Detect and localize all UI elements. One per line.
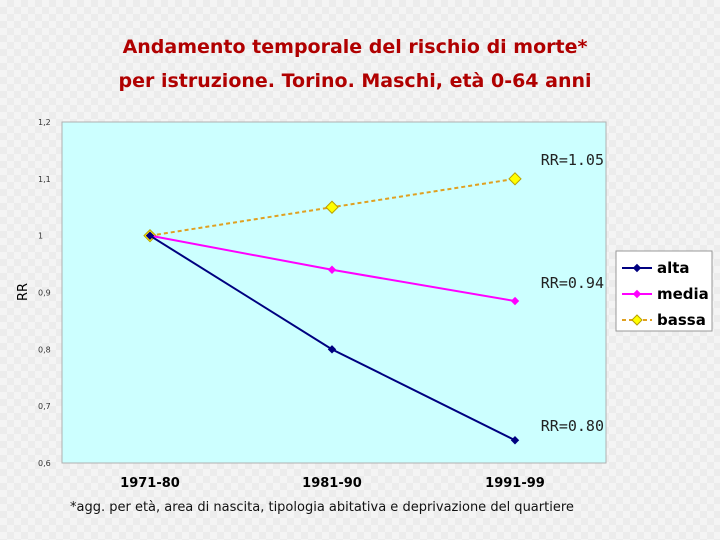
data-point-alta	[510, 436, 520, 445]
y-tick-label: 1,2	[38, 118, 51, 127]
series-layer	[143, 172, 522, 445]
y-tick-label: 0,6	[38, 459, 51, 468]
x-tick-label: 1971-80	[120, 476, 180, 491]
plot-area	[61, 121, 607, 464]
data-point-bassa	[325, 200, 339, 214]
y-tick-label: 1,1	[38, 175, 51, 184]
annotation-alta: RR=0.80	[541, 417, 604, 435]
legend: alta media bassa	[615, 250, 713, 332]
footnote: *agg. per età, area di nascita, tipologi…	[70, 500, 574, 515]
data-point-bassa	[508, 172, 522, 186]
y-tick-label: 1	[38, 232, 43, 241]
y-tick-label: 0,8	[38, 345, 51, 354]
y-axis: 0,6 0,7 0,8 0,9 1 1,1 1,2	[38, 118, 51, 468]
annotation-media: RR=0.94	[541, 274, 604, 292]
x-tick-label: 1991-99	[485, 476, 545, 491]
annotation-bassa: RR=1.05	[541, 151, 604, 169]
x-axis: 1971-80 1981-90 1991-99	[120, 476, 545, 491]
legend-label-alta: alta	[657, 259, 690, 277]
legend-marker-media	[632, 289, 642, 299]
legend-label-bassa: bassa	[657, 311, 706, 329]
legend-marker-bassa	[631, 314, 643, 326]
chart-subtitle: per istruzione. Torino. Maschi, età 0-64…	[118, 70, 592, 92]
data-point-media	[327, 265, 337, 274]
legend-box	[615, 250, 713, 332]
data-point-alta	[327, 345, 337, 354]
chart-title: Andamento temporale del rischio di morte…	[122, 36, 588, 58]
x-tick-label: 1981-90	[302, 476, 362, 491]
data-point-media	[510, 296, 520, 306]
y-tick-label: 0,7	[38, 402, 51, 411]
y-tick-label: 0,9	[38, 289, 51, 298]
legend-label-media: media	[657, 285, 709, 303]
legend-marker-alta	[632, 263, 642, 273]
y-axis-label: RR	[16, 283, 31, 301]
data-point-alta	[145, 231, 155, 240]
